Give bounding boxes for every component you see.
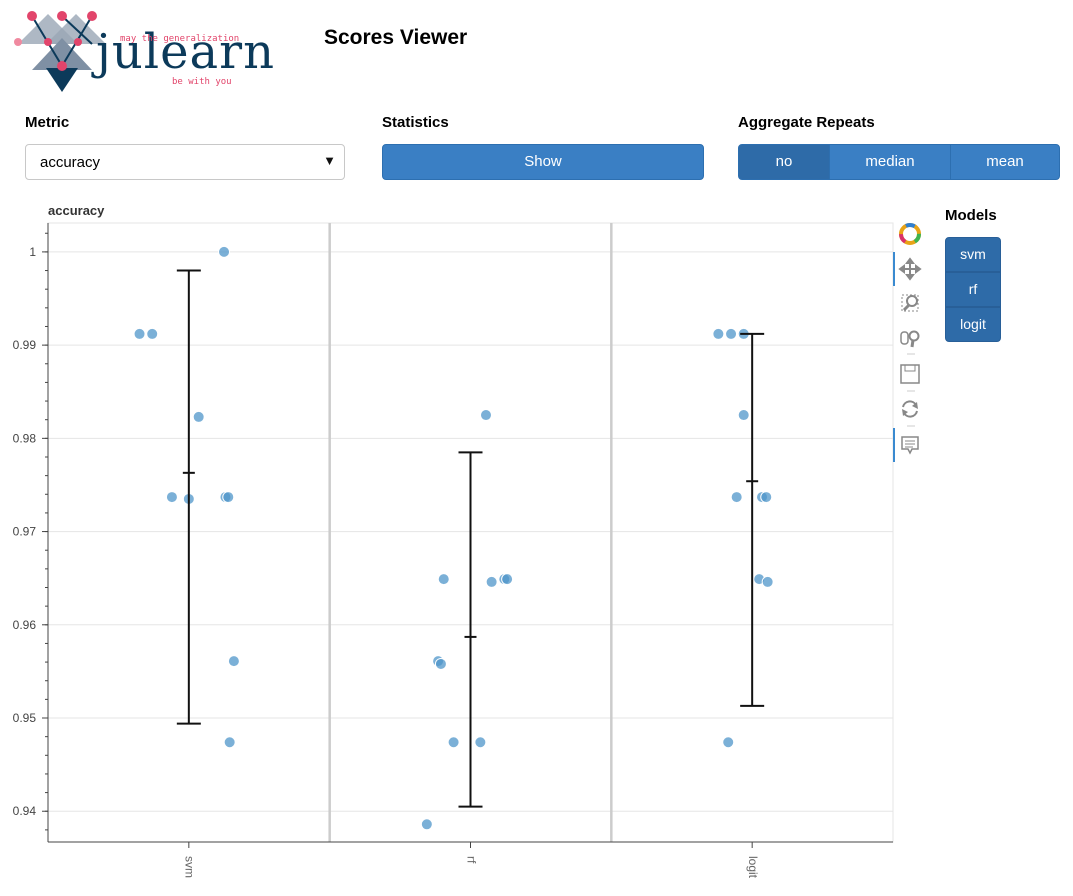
chart-marks [133, 245, 774, 831]
data-point-svm [133, 327, 146, 340]
y-tick-label: 0.96 [13, 618, 37, 632]
logo-graphic [14, 11, 106, 92]
data-point-svm [227, 655, 240, 668]
data-point-svm [146, 327, 159, 340]
data-point-logit [737, 409, 750, 422]
y-tick-label: 0.98 [13, 431, 37, 445]
data-point-rf [437, 573, 450, 586]
reset-icon[interactable] [902, 400, 918, 418]
julearn-logo [10, 8, 260, 98]
x-tick-label-rf: rf [464, 856, 478, 864]
y-tick-label: 0.94 [13, 804, 37, 818]
data-point-logit [730, 491, 743, 504]
x-tick-label-logit: logit [746, 856, 760, 879]
show-statistics-button[interactable]: Show [382, 144, 704, 180]
model-toggle-svm[interactable]: svm [945, 237, 1001, 272]
data-point-rf [447, 736, 460, 749]
scores-chart[interactable]: accuracy 1 0.99 0.98 0.97 0.96 0.95 0.94 svm rf l… [0, 195, 900, 895]
data-point-rf [434, 657, 447, 670]
metric-label: Metric [25, 114, 70, 131]
model-toggle-logit[interactable]: logit [945, 307, 1001, 342]
y-tick-label: 0.97 [13, 525, 37, 539]
data-point-svm [165, 491, 178, 504]
data-point-logit [761, 575, 774, 588]
wheel-zoom-icon[interactable] [900, 330, 920, 348]
data-point-logit [712, 327, 725, 340]
data-point-rf [420, 818, 433, 831]
aggregate-option-median[interactable]: median [829, 144, 951, 180]
logo-text: julearn [96, 24, 276, 80]
pan-icon[interactable] [898, 257, 922, 281]
data-point-svm [192, 410, 205, 423]
chevron-down-icon: ▼ [323, 153, 336, 168]
save-icon[interactable] [900, 364, 920, 384]
hover-icon[interactable] [901, 436, 919, 455]
bokeh-logo-icon[interactable] [899, 223, 921, 245]
aggregate-option-mean[interactable]: mean [950, 144, 1060, 180]
data-point-svm [223, 736, 236, 749]
plot-toolbar[interactable] [893, 220, 929, 470]
x-tick-label-svm: svm [183, 856, 197, 878]
data-point-rf [501, 573, 514, 586]
models-label: Models [945, 207, 997, 224]
logo-tagline-top: may the generalization [120, 34, 240, 44]
y-tick-label: 0.99 [13, 338, 37, 352]
data-point-svm [218, 245, 231, 258]
y-tick-label: 1 [29, 245, 36, 259]
data-point-logit [760, 491, 773, 504]
aggregate-label: Aggregate Repeats [738, 114, 875, 131]
data-point-rf [479, 409, 492, 422]
data-point-rf [474, 736, 487, 749]
data-point-logit [725, 327, 738, 340]
aggregate-option-no[interactable]: no [738, 144, 830, 180]
box-zoom-icon[interactable] [901, 294, 919, 312]
data-point-logit [722, 736, 735, 749]
page-title: Scores Viewer [324, 26, 468, 49]
axes: 1 0.99 0.98 0.97 0.96 0.95 0.94 svm rf logit [13, 223, 893, 879]
metric-selected-value: accuracy [40, 154, 101, 171]
data-point-svm [222, 491, 235, 504]
data-point-rf [485, 575, 498, 588]
statistics-label: Statistics [382, 114, 449, 131]
model-toggle-rf[interactable]: rf [945, 272, 1001, 307]
chart-title: accuracy [48, 203, 105, 218]
metric-select[interactable]: accuracy ▼ [25, 144, 345, 180]
y-tick-label: 0.95 [13, 711, 37, 725]
logo-tagline-bottom: be with you [172, 77, 232, 87]
